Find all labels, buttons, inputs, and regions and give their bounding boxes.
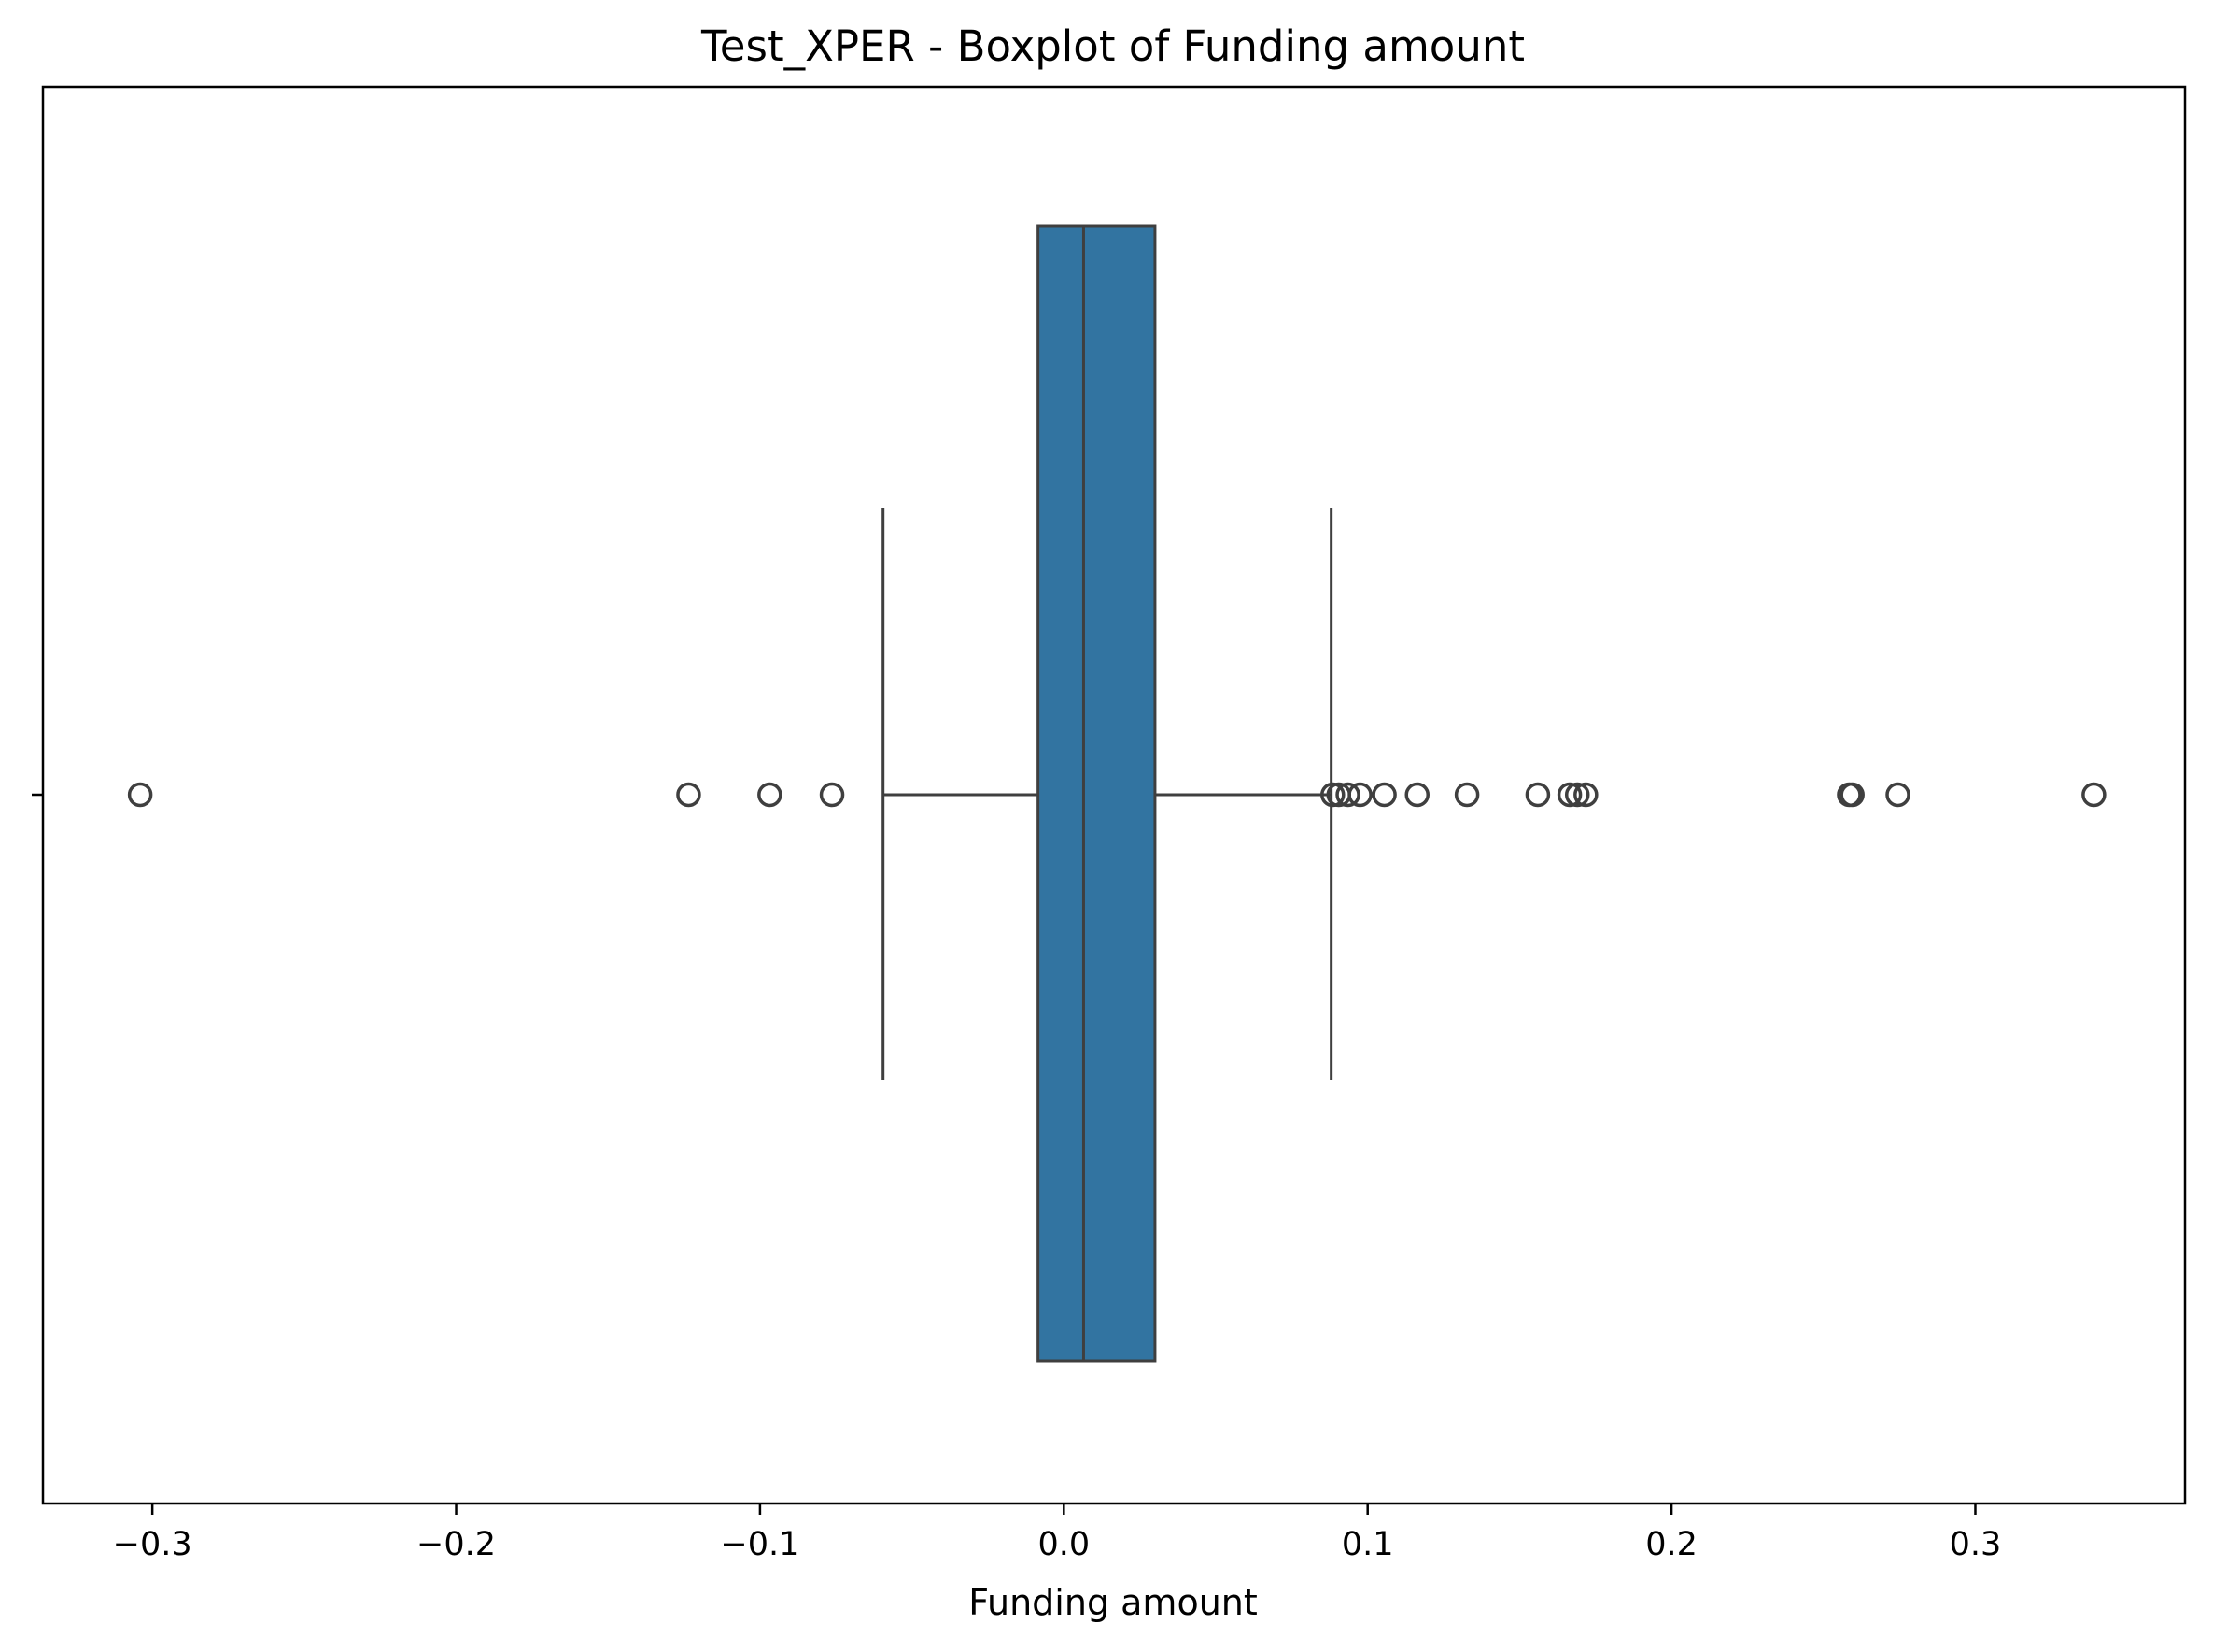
outlier-point — [1557, 782, 1583, 808]
outlier-point — [757, 782, 782, 808]
outlier-point — [1839, 782, 1865, 808]
outlier-point — [1404, 782, 1430, 808]
chart-title: Test_XPER - Boxplot of Funding amount — [700, 21, 1525, 71]
outlier-point — [1885, 782, 1910, 808]
iqr-box — [1036, 224, 1157, 1363]
outlier-point — [2081, 782, 2107, 808]
x-tick-label: −0.1 — [720, 1526, 799, 1563]
x-axis-label: Funding amount — [968, 1582, 1258, 1623]
outlier-point — [1564, 782, 1590, 808]
x-tick-label: 0.0 — [1037, 1526, 1090, 1563]
outlier-point — [1454, 782, 1480, 808]
outlier-point — [1347, 782, 1373, 808]
x-tick-label: 0.3 — [1950, 1526, 2002, 1563]
x-tick-label: −0.3 — [113, 1526, 192, 1563]
x-tick-label: 0.1 — [1342, 1526, 1394, 1563]
outlier-point — [1525, 782, 1551, 808]
plot-area — [41, 85, 2187, 1505]
outlier-point — [1573, 782, 1599, 808]
x-tick-label: 0.2 — [1645, 1526, 1698, 1563]
outlier-point — [1335, 782, 1360, 808]
outlier-point — [1372, 782, 1397, 808]
outlier-point — [819, 782, 845, 808]
x-tick-label: −0.2 — [416, 1526, 496, 1563]
outlier-point — [676, 782, 701, 808]
axis-ticks: −0.3 −0.2 −0.1 0.0 0.1 0.2 0.3 — [32, 793, 2002, 1563]
outlier-point — [127, 782, 153, 808]
